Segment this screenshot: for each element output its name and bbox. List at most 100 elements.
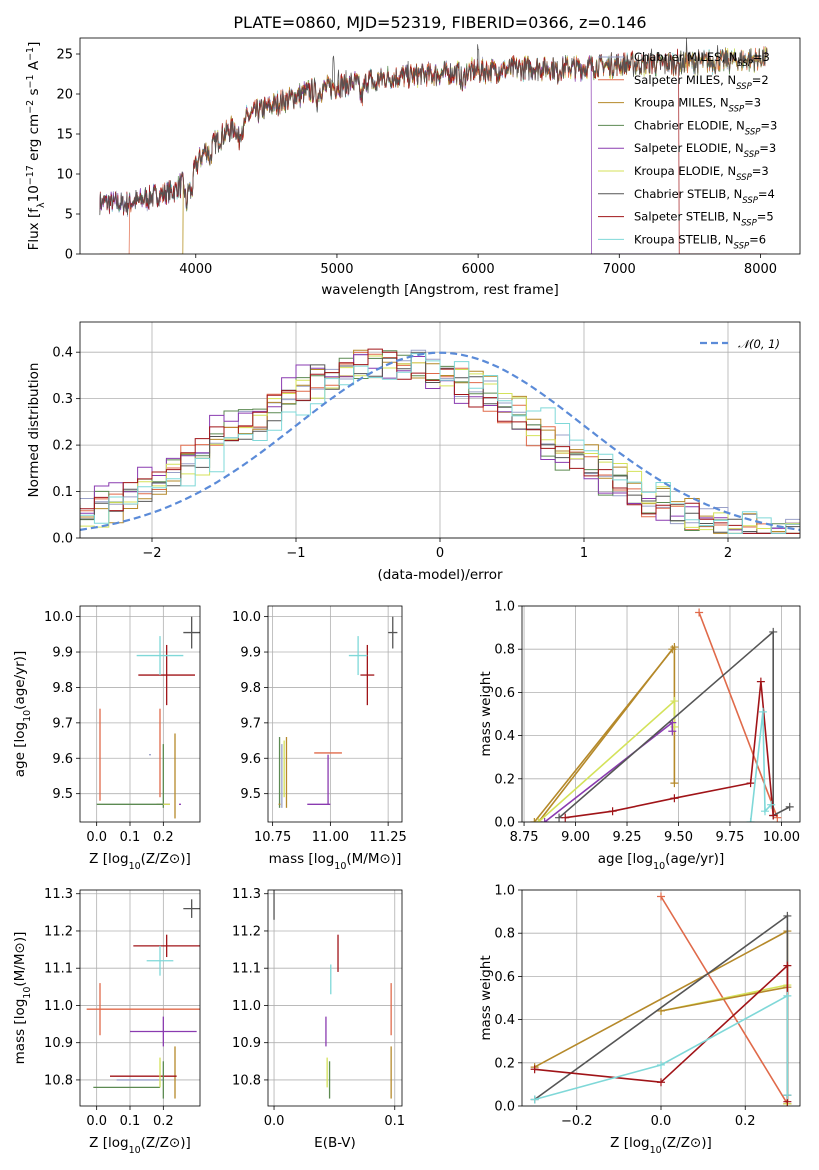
- weight-marker: [657, 1060, 665, 1069]
- panel-residual-hist: −2 −1 0 1 2 0.0 0.1 0.2 0.3 0.4 (data-model)/error…: [26, 321, 801, 583]
- legend-entry: Salpeter MILES, NSSP=2: [634, 73, 769, 92]
- weight-line-5: [537, 699, 676, 822]
- x-tick-label: 0.2: [735, 1114, 756, 1129]
- legend-entry: Chabrier ELODIE, NSSP=3: [634, 118, 777, 137]
- weight-marker: [657, 892, 665, 901]
- weight-marker: [668, 727, 677, 736]
- x-tick-label: 4000: [179, 262, 212, 277]
- weight-line-6: [558, 630, 791, 819]
- x-tick-label: 9.25: [613, 830, 642, 845]
- weight-marker: [769, 811, 778, 820]
- weight-marker: [670, 779, 679, 788]
- plot-area: [278, 616, 398, 808]
- y-tick-label: 10.9: [44, 1036, 73, 1051]
- axis-label: wavelength [Angstrom, rest frame]: [321, 282, 559, 298]
- axis-label: E(B-V): [314, 1135, 356, 1151]
- y-tick-label: 0.4: [52, 346, 73, 361]
- x-tick-label: −0.2: [561, 1114, 593, 1129]
- legend-entry: Salpeter ELODIE, NSSP=3: [634, 141, 776, 160]
- histogram-8: [80, 353, 800, 534]
- y-tick-label: 0.4: [494, 729, 515, 744]
- x-tick-label: 0.1: [120, 1114, 141, 1129]
- y-tick-label: 9.5: [52, 787, 73, 802]
- panel-mass-weight-vs-age: 8.75 9.00 9.25 9.50 9.75 10.00 0.0 0.2 0.4 0.6 0.8…: [478, 600, 801, 872]
- y-tick-label: 11.3: [232, 887, 261, 902]
- spectrum-legend: Chabrier MILES, NSSP=3 Salpeter MILES, NS…: [598, 50, 777, 251]
- panel-age-vs-mass: 10.75 11.00 11.25 9.5 9.6 9.7 9.8 9.9 10.0 mass […: [232, 605, 407, 872]
- x-tick-label: 10.00: [763, 830, 800, 845]
- weight-marker: [668, 645, 677, 654]
- plot-area: [530, 608, 794, 822]
- weight-marker: [746, 818, 755, 822]
- y-tick-label: 0.6: [494, 686, 515, 701]
- weight-marker: [783, 961, 792, 970]
- x-tick-label: −1: [286, 546, 305, 561]
- y-tick-label: 0.2: [494, 772, 515, 787]
- legend-entry: Salpeter STELIB, NSSP=5: [634, 210, 774, 229]
- y-tick-label: 0.2: [494, 1056, 515, 1071]
- weight-line-8: [749, 711, 772, 822]
- x-tick-label: 9.50: [664, 830, 693, 845]
- x-tick-label: 7000: [603, 262, 636, 277]
- x-tick-label: 8.75: [510, 830, 539, 845]
- plot-area: [80, 348, 800, 534]
- y-tick-label: 9.9: [52, 646, 73, 661]
- y-axis-label: Flux [fλ10−17 erg cm−2 s−1 A−1]: [25, 42, 47, 251]
- weight-marker: [769, 627, 778, 636]
- y-tick-label: 10.0: [232, 610, 261, 625]
- y-tick-label: 9.5: [240, 787, 261, 802]
- axis-label: Z [log10(Z/Z⊙)]: [89, 1135, 191, 1156]
- plot-area: [99, 38, 768, 254]
- y-axis-label: mass weight: [478, 955, 494, 1040]
- axes-frame: [79, 37, 801, 255]
- axes-frame: [79, 605, 201, 823]
- axes-frame: [267, 889, 403, 1107]
- plot-area: [96, 616, 200, 819]
- y-tick-label: 0.0: [494, 1100, 515, 1115]
- figure-title: PLATE=0860, MJD=52319, FIBERID=0366, z=0…: [233, 13, 646, 32]
- legend-entry: Kroupa ELODIE, NSSP=3: [634, 164, 769, 183]
- axis-label: Z [log10(Z/Z⊙)]: [610, 1135, 712, 1156]
- y-tick-label: 25: [56, 48, 73, 63]
- x-tick-label: 0.1: [120, 830, 141, 845]
- weight-marker: [783, 1091, 792, 1100]
- axis-label: age [log10(age/yr)]: [598, 851, 724, 872]
- normal-reference-curve: [80, 351, 800, 531]
- weight-marker: [561, 813, 570, 822]
- x-tick-label: 10.75: [254, 830, 291, 845]
- panel-mass-vs-Z: 0.0 0.1 0.2 10.8 10.9 11.0 11.1 11.2 11.3 Z [log1…: [12, 887, 201, 1156]
- y-tick-label: 9.6: [52, 752, 73, 767]
- weight-marker: [773, 813, 782, 822]
- axes-frame: [521, 605, 801, 823]
- weight-marker: [758, 707, 767, 716]
- y-axis-label: Normed distribution: [26, 363, 42, 498]
- y-tick-label: 11.0: [232, 999, 261, 1014]
- x-tick-label: 11.25: [370, 830, 407, 845]
- y-tick-label: 0.2: [52, 439, 73, 454]
- y-tick-label: 9.8: [52, 681, 73, 696]
- weight-marker: [540, 818, 549, 822]
- legend-entry: Chabrier STELIB, NSSP=4: [634, 187, 775, 206]
- x-tick-label: 11.00: [312, 830, 349, 845]
- y-tick-label: 9.6: [240, 752, 261, 767]
- x-tick-label: 0.0: [86, 830, 107, 845]
- y-tick-label: 0.1: [52, 485, 73, 500]
- y-tick-label: 0: [65, 248, 73, 263]
- weight-line-1: [660, 896, 789, 1105]
- y-tick-label: 15: [56, 128, 73, 143]
- panel-mass-weight-vs-Z: −0.2 0.0 0.2 0.0 0.2 0.4 0.6 0.8 1.0 Z [log10(Z/Z…: [478, 884, 801, 1156]
- weight-line-2: [660, 986, 788, 1012]
- y-tick-label: 0.8: [494, 927, 515, 942]
- y-tick-label: 0.3: [52, 392, 73, 407]
- panel-spectrum: 4000 5000 6000 7000 8000 0 5 10 15 20 25 wavelength…: [25, 37, 801, 298]
- panel-mass-vs-EBV: 0.0 0.1 10.8 10.9 11.0 11.1 11.2 11.3 E(B-V): [232, 887, 405, 1151]
- x-tick-label: 0.0: [651, 1114, 672, 1129]
- y-tick-label: 9.7: [52, 716, 73, 731]
- x-tick-label: 0.2: [153, 1114, 174, 1129]
- x-axis-label: (data-model)/error: [377, 567, 503, 583]
- panel-age-vs-Z: 0.0 0.1 0.2 9.5 9.6 9.7 9.8 9.9 10.0 Z [log10(Z/Z…: [12, 605, 201, 872]
- histogram-7: [80, 348, 800, 534]
- y-tick-label: 10.8: [44, 1073, 73, 1088]
- y-axis-label: mass weight: [478, 671, 494, 756]
- y-tick-label: 11.2: [232, 924, 261, 939]
